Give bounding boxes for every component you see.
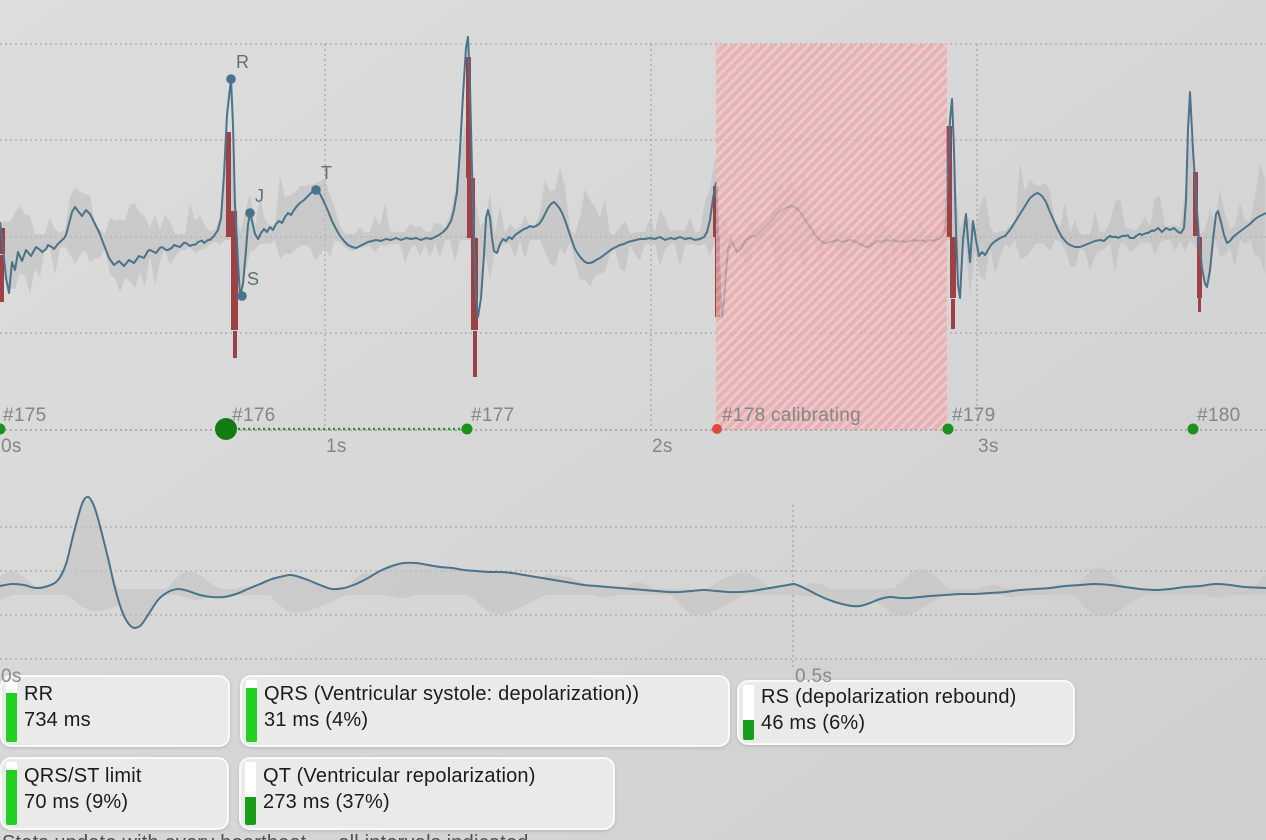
stat-bar-track xyxy=(246,680,257,742)
stat-bar-fill xyxy=(6,769,17,825)
qrs-bar xyxy=(950,237,956,298)
beat-label: #180 xyxy=(1197,405,1241,426)
wave-point-dot-r[interactable] xyxy=(226,74,236,84)
wave-point-dot-s[interactable] xyxy=(237,291,247,301)
footer-clipped-text: Stats update with every heartbeat — all … xyxy=(2,832,529,840)
qrs-bar xyxy=(1197,237,1202,298)
time-label: 1s xyxy=(326,436,347,457)
ecg-noise-fill xyxy=(0,124,1265,301)
stat-title: QRS/ST limit xyxy=(24,765,142,787)
stat-bar-fill xyxy=(6,693,17,742)
time-label: 0s xyxy=(1,436,22,457)
qrs-bar xyxy=(951,299,955,329)
stat-bar-track xyxy=(743,685,754,740)
time-label: 0.5s xyxy=(795,666,833,687)
qrs-bar xyxy=(0,255,4,302)
ecg-trace xyxy=(0,36,1266,318)
beat-label: #178 calibrating xyxy=(722,405,861,426)
qrs-bar xyxy=(471,238,478,330)
time-label: 2s xyxy=(652,436,673,457)
qrs-bar xyxy=(946,126,952,237)
stat-bar-fill xyxy=(246,688,257,742)
stat-value: 273 ms (37%) xyxy=(263,791,390,813)
stat-value: 31 ms (4%) xyxy=(264,709,369,731)
beat-marker-dot[interactable] xyxy=(712,424,722,434)
qrs-bar xyxy=(713,186,718,237)
qrs-bar xyxy=(1198,298,1201,312)
qrs-bar xyxy=(473,331,477,377)
stat-title: QT (Ventricular repolarization) xyxy=(263,765,536,787)
stat-bar-fill xyxy=(245,797,256,825)
beat-label: #177 xyxy=(471,405,515,426)
beat-detail-fill xyxy=(0,500,1266,627)
ecg-strip-chart: R J S T xyxy=(0,36,1266,440)
stat-value: 46 ms (6%) xyxy=(761,712,866,734)
stat-value: 70 ms (9%) xyxy=(24,791,129,813)
stat-value: 734 ms xyxy=(24,709,91,731)
stat-bar-fill xyxy=(743,720,754,740)
stat-bar-track xyxy=(6,762,17,825)
stat-bar-track xyxy=(245,762,256,825)
stat-title: RR xyxy=(24,683,54,705)
beat-label: #176 xyxy=(232,405,276,426)
beat-label: #175 xyxy=(3,405,47,426)
time-label: 0s xyxy=(1,666,22,687)
wave-point-label: R xyxy=(236,52,249,72)
stat-card-qt[interactable]: QT (Ventricular repolarization) 273 ms (… xyxy=(239,757,615,830)
qrs-bar xyxy=(467,178,475,238)
beat-detail-chart xyxy=(0,495,1266,668)
qrs-bar xyxy=(231,237,238,330)
qrs-bar xyxy=(229,211,237,237)
stat-bar-track xyxy=(6,680,17,742)
qrs-bar xyxy=(715,237,720,317)
wave-point-dot-j[interactable] xyxy=(245,208,255,218)
qrs-bar xyxy=(226,132,231,237)
beat-label: #179 xyxy=(952,405,996,426)
wave-point-dot-t[interactable] xyxy=(311,185,321,195)
qrs-bar xyxy=(466,57,471,178)
stat-card-rr[interactable]: RR 734 ms xyxy=(0,675,230,747)
calibration-region[interactable] xyxy=(716,44,947,430)
qrs-bar xyxy=(0,228,5,254)
stat-title: QRS (Ventricular systole: depolarization… xyxy=(264,683,640,705)
time-label: 3s xyxy=(978,436,999,457)
wave-point-label: T xyxy=(321,163,332,183)
stat-card-rs[interactable]: RS (depolarization rebound) 46 ms (6%) xyxy=(737,680,1075,745)
stat-card-qrs-st-limit[interactable]: QRS/ST limit 70 ms (9%) xyxy=(0,757,229,830)
stat-title: RS (depolarization rebound) xyxy=(761,686,1017,708)
beat-detail-trace xyxy=(0,495,1266,629)
wave-point-label: S xyxy=(247,269,259,289)
qrs-bar xyxy=(1193,172,1198,236)
wave-point-label: J xyxy=(255,186,264,206)
qrs-bar xyxy=(233,331,237,358)
stat-card-qrs[interactable]: QRS (Ventricular systole: depolarization… xyxy=(240,675,730,747)
